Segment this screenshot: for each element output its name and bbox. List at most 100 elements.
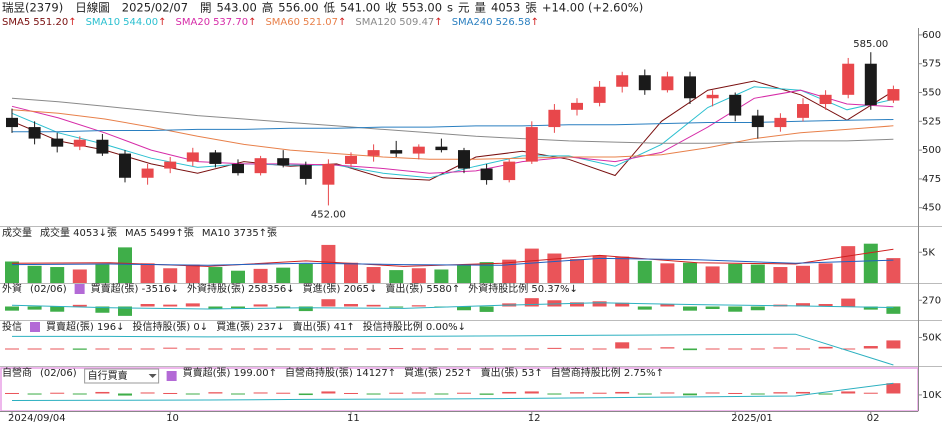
net-bar xyxy=(140,304,155,307)
dropdown-arrow[interactable] xyxy=(148,374,157,378)
net-bar xyxy=(683,348,697,351)
candle-body xyxy=(51,138,64,147)
net-bar xyxy=(750,306,765,311)
ma-legend-part: SMA60 xyxy=(265,17,300,28)
net-bar xyxy=(298,348,313,350)
net-bar xyxy=(886,306,901,314)
panel-legend: 自營商持股(張) 14127↑ xyxy=(285,366,396,379)
net-bar xyxy=(253,304,268,307)
volume-bar xyxy=(27,265,42,283)
volume-bar xyxy=(276,267,291,283)
dropdown[interactable] xyxy=(84,368,160,384)
net-bar xyxy=(298,306,313,312)
header-item: 量 xyxy=(475,1,487,15)
net-bar xyxy=(457,306,471,311)
volume-bar xyxy=(841,246,856,283)
net-bar xyxy=(637,393,652,395)
net-bar xyxy=(479,393,494,395)
panel-legend: MA10 3735↑張 xyxy=(202,227,277,239)
net-bar xyxy=(5,392,19,394)
y-tick-label: 575 xyxy=(922,59,941,70)
y-tick-label: 270K xyxy=(922,295,942,306)
volume-bar xyxy=(728,263,743,283)
candle-body xyxy=(277,158,290,166)
net-bar xyxy=(592,348,607,350)
net-bar xyxy=(389,306,404,308)
volume-bar xyxy=(524,248,539,283)
panel-legend: 賣出(張) 53↑ xyxy=(481,366,543,379)
net-bar xyxy=(118,348,132,350)
net-bar xyxy=(50,306,65,312)
ma-legend-part: ↑ xyxy=(531,17,539,28)
y-tick-label: 50K xyxy=(922,333,942,344)
volume-bar xyxy=(253,268,268,283)
net-bar xyxy=(547,347,562,349)
header-item: 收 xyxy=(385,1,397,15)
candle-body xyxy=(571,102,583,110)
candle-body xyxy=(819,94,832,105)
volume-bar xyxy=(434,269,449,283)
volume-bar xyxy=(637,260,652,283)
candle-body xyxy=(684,76,696,99)
ma-line xyxy=(12,119,894,133)
x-tick-label: 11 xyxy=(347,413,360,424)
volume-ma-line xyxy=(11,257,894,266)
low-annotation: 452.00 xyxy=(311,209,346,220)
net-bar xyxy=(728,348,743,350)
net-bar xyxy=(163,392,178,394)
net-bar xyxy=(457,392,471,394)
net-bar xyxy=(366,304,381,307)
net-bar xyxy=(796,303,810,307)
net-bar xyxy=(50,348,65,350)
candle-body xyxy=(774,117,787,128)
volume-bar xyxy=(502,259,517,283)
header-item: 541.00 xyxy=(340,1,380,15)
net-bar xyxy=(366,348,381,350)
x-tick-label: 2024/09/04 xyxy=(8,413,66,424)
net-bar xyxy=(773,392,788,394)
ma-legend-part: ↑ xyxy=(248,17,256,28)
net-bar xyxy=(615,391,630,394)
candle-body xyxy=(661,76,674,91)
dropdown-value[interactable]: 自行買賣 xyxy=(88,369,128,382)
candle-body xyxy=(254,158,267,174)
net-bar xyxy=(5,306,19,311)
ma-legend-part: ↑ xyxy=(434,17,442,28)
net-bar xyxy=(728,392,743,394)
header-item: 張 xyxy=(525,1,537,15)
net-bar xyxy=(570,348,584,350)
net-bar xyxy=(660,304,675,307)
candle-body xyxy=(593,86,606,103)
panel-legend: (02/06) xyxy=(30,284,67,295)
header-item: +14.00 (+2.60%) xyxy=(542,1,643,15)
net-bar xyxy=(818,346,833,349)
volume-bar xyxy=(344,262,358,283)
legend-icon xyxy=(74,284,85,294)
net-bar xyxy=(321,348,336,350)
ma-legend: SMA10 544.00↑ xyxy=(86,17,167,28)
high-annotation: 585.00 xyxy=(853,39,888,50)
net-bar xyxy=(683,393,697,396)
net-bar xyxy=(95,348,110,350)
net-bar xyxy=(796,348,810,350)
candle-body xyxy=(842,63,855,95)
net-bar xyxy=(570,302,584,307)
header-item: 元 xyxy=(458,1,470,15)
net-bar xyxy=(886,383,901,394)
net-bar xyxy=(705,306,720,309)
ma-legend: SMA120 509.47↑ xyxy=(355,17,442,28)
ma-line xyxy=(11,109,894,160)
ma-legend-part: SMA240 xyxy=(452,17,493,28)
net-bar xyxy=(344,304,358,307)
volume-bar xyxy=(570,259,584,283)
panel-legend: 賣出(張) 41↑ xyxy=(293,320,355,333)
net-bar xyxy=(660,392,675,394)
net-bar xyxy=(705,392,720,394)
net-bar xyxy=(95,391,110,394)
net-bar xyxy=(502,348,517,350)
net-bar xyxy=(118,306,132,316)
panel-legend: 外資持股(張) 258356↓ xyxy=(187,282,295,295)
panel-legend: 成交量 xyxy=(2,226,32,239)
volume-bar xyxy=(796,265,810,283)
volume-bar xyxy=(773,267,788,283)
